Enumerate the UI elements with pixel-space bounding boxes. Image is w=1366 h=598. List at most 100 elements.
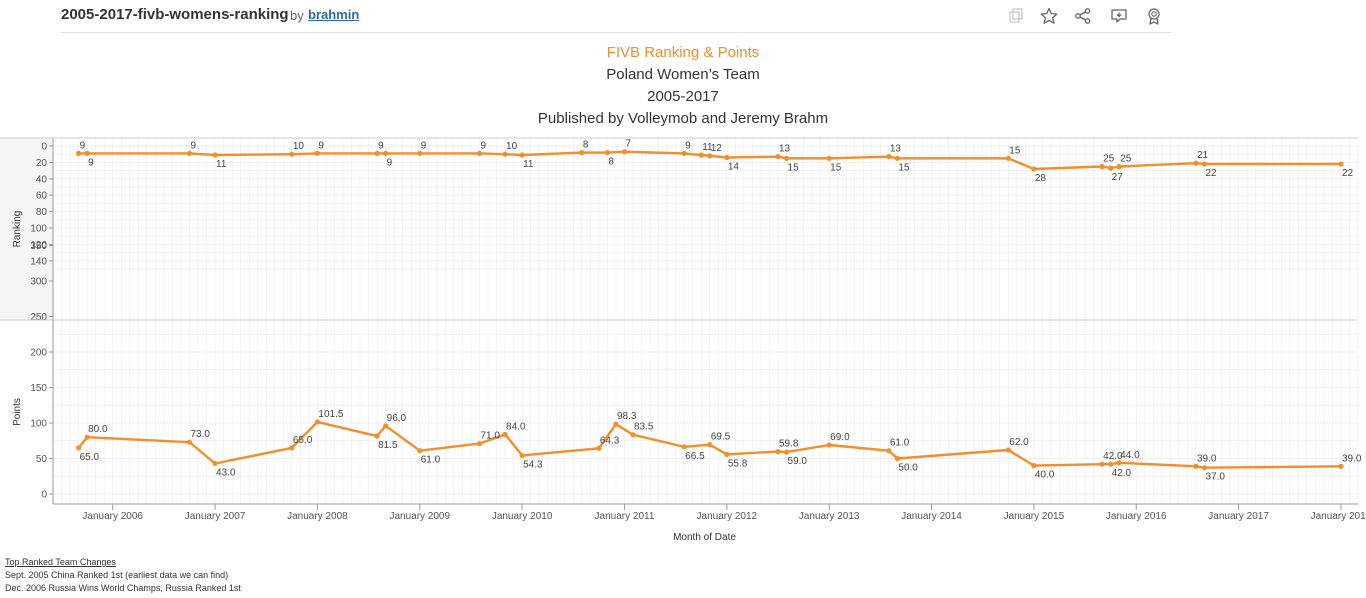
byline-prefix: by — [290, 8, 304, 23]
ranking-ytick-label: 0 — [41, 142, 47, 153]
ranking-point — [1099, 163, 1105, 170]
comment-icon[interactable] — [1109, 6, 1129, 26]
points-ytick-label: 350 — [30, 241, 47, 252]
points-data-label: 44.0 — [1120, 450, 1140, 461]
ranking-point — [783, 155, 790, 161]
points-point — [314, 419, 321, 425]
ranking-point — [314, 150, 321, 156]
points-data-label: 59.8 — [779, 439, 799, 450]
points-data-label: 62.0 — [1009, 437, 1029, 448]
x-tick-label: January 2012 — [697, 511, 758, 522]
points-point — [84, 434, 90, 440]
points-data-label: 84.0 — [506, 421, 526, 432]
ranking-point — [1201, 161, 1208, 167]
points-point — [1116, 460, 1122, 466]
points-ytick-label: 200 — [30, 348, 47, 359]
ranking-point — [724, 154, 730, 161]
ranking-pane-shade — [0, 138, 53, 320]
points-point — [707, 442, 713, 448]
ranking-point — [186, 150, 193, 156]
points-point — [289, 445, 295, 451]
ranking-point — [604, 149, 611, 156]
ranking-point — [681, 150, 687, 156]
ranking-point — [519, 152, 525, 158]
points-data-label: 81.5 — [378, 440, 398, 451]
ranking-data-label: 8 — [583, 140, 589, 151]
points-data-label: 65.0 — [80, 452, 100, 463]
ranking-point — [1108, 165, 1114, 171]
ranking-data-label: 7 — [625, 139, 631, 150]
ranking-point — [775, 154, 781, 160]
x-tick-label: January 2006 — [82, 511, 143, 522]
badge-icon[interactable] — [1144, 6, 1164, 26]
points-data-label: 43.0 — [216, 467, 236, 478]
points-data-label: 55.8 — [728, 458, 748, 469]
ranking-point — [1031, 166, 1037, 172]
ranking-ytick-label: 80 — [36, 207, 48, 218]
points-data-label: 80.0 — [88, 424, 108, 435]
favorite-star-icon[interactable] — [1039, 6, 1059, 26]
ranking-data-label: 27 — [1112, 172, 1124, 183]
ranking-data-label: 28 — [1035, 173, 1047, 184]
points-data-label: 54.3 — [523, 459, 543, 470]
points-point — [775, 448, 781, 455]
points-point — [886, 448, 892, 454]
points-ytick-label: 300 — [30, 277, 47, 288]
ranking-data-label: 25 — [1120, 154, 1132, 165]
ranking-data-label: 11 — [702, 142, 713, 153]
points-data-label: 83.5 — [634, 422, 654, 433]
note-line: Dec. 2006 Russia Wins World Champs, Russ… — [5, 583, 241, 593]
ranking-point — [826, 155, 832, 161]
x-tick-label: January 2016 — [1106, 511, 1167, 522]
ranking-ytick-label: 20 — [36, 158, 48, 169]
points-point — [783, 449, 790, 455]
points-point — [212, 460, 218, 467]
ranking-ytick-label: 140 — [30, 256, 47, 267]
ranking-axis-title: Ranking — [12, 211, 23, 248]
ranking-data-label: 9 — [318, 140, 324, 151]
points-data-label: 98.3 — [617, 411, 637, 422]
points-point — [596, 445, 602, 451]
points-point — [1031, 463, 1037, 469]
chart-title: FIVB Ranking & Points — [606, 44, 760, 61]
chart-subtitle-team: Poland Women’s Team — [606, 66, 760, 83]
points-ytick-label: 250 — [30, 312, 47, 323]
ranking-data-label: 10 — [506, 141, 518, 152]
ranking-point — [84, 150, 90, 156]
ranking-data-label: 8 — [608, 157, 614, 168]
points-point — [502, 431, 508, 437]
share-icon[interactable] — [1073, 6, 1093, 26]
ranking-data-label: 11 — [523, 159, 534, 170]
ranking-point — [417, 150, 423, 156]
ranking-data-label: 13 — [890, 144, 902, 155]
viz-title: 2005-2017-fivb-womens-ranking — [61, 6, 289, 23]
points-axis-title: Points — [12, 398, 23, 426]
points-data-label: 73.0 — [190, 429, 210, 440]
points-ytick-label: 150 — [30, 383, 47, 394]
points-point — [519, 452, 525, 459]
x-axis-title: Month of Date — [673, 532, 736, 543]
chart-subtitle-publisher: Published by Volleymob and Jeremy Brahm — [537, 110, 829, 127]
ranking-data-label: 9 — [378, 140, 384, 151]
notes-heading[interactable]: Top Ranked Team Changes — [5, 557, 116, 567]
points-point — [630, 432, 636, 438]
points-data-label: 40.0 — [1035, 470, 1055, 481]
chart-subtitle-years: 2005-2017 — [647, 88, 719, 105]
points-data-label: 42.0 — [1112, 468, 1132, 479]
x-tick-label: January 2009 — [389, 511, 450, 522]
ranking-point — [212, 152, 218, 158]
points-point — [186, 439, 193, 445]
ranking-data-label: 14 — [728, 161, 740, 172]
points-point — [1005, 447, 1011, 453]
points-data-label: 61.0 — [421, 455, 441, 466]
points-data-label: 61.0 — [890, 438, 910, 449]
x-tick-label: January 2017 — [1208, 511, 1269, 522]
ranking-data-label: 12 — [711, 143, 723, 154]
points-ytick-label: 0 — [41, 490, 47, 501]
points-point — [383, 423, 389, 429]
author-link[interactable]: brahmin — [308, 7, 360, 22]
duplicate-icon[interactable] — [1005, 6, 1025, 26]
points-data-label: 42.0 — [1103, 451, 1123, 462]
x-tick-label: January 2010 — [492, 511, 553, 522]
viz-header: 2005-2017-fivb-womens-ranking by brahmin — [0, 0, 1366, 34]
